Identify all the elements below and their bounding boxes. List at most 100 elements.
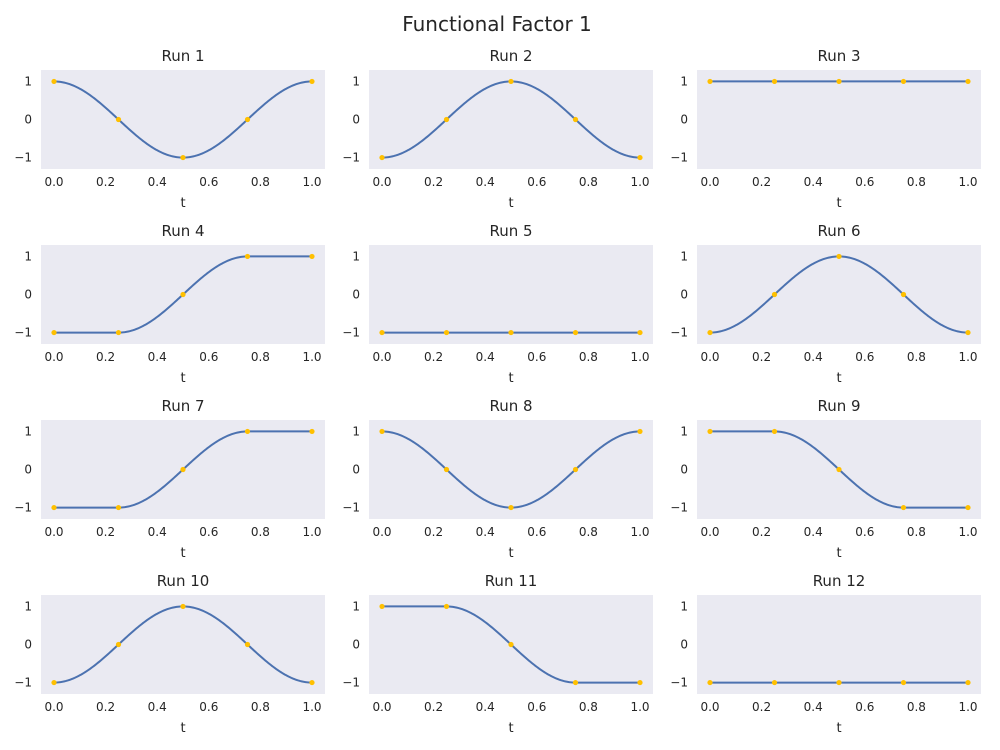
data-point — [637, 329, 643, 336]
data-point — [51, 504, 57, 511]
x-tick-label: 0.4 — [148, 525, 167, 539]
data-point — [707, 428, 713, 435]
x-tick-label: 1.0 — [630, 175, 649, 189]
data-point — [309, 253, 315, 260]
data-point — [965, 504, 971, 511]
figure-title: Functional Factor 1 — [402, 12, 592, 36]
data-point — [965, 78, 971, 85]
subplot-title: Run 9 — [817, 397, 860, 415]
x-tick-label: 0.2 — [424, 350, 443, 364]
x-axis-label: t — [836, 546, 841, 561]
data-point — [115, 329, 122, 336]
subplot-run-8: Run 8 0.0 0.2 0.4 0.6 0.8 1.0 1 0 −1 t — [342, 397, 653, 561]
y-tick-label: −1 — [342, 501, 360, 515]
x-tick-label: 1.0 — [630, 700, 649, 714]
plot-area — [369, 70, 653, 169]
data-point — [115, 641, 122, 648]
y-tick-label: 0 — [352, 638, 360, 652]
data-point — [309, 679, 315, 686]
y-tick-label: 0 — [680, 113, 688, 127]
data-point — [443, 466, 450, 473]
x-tick-label: 0.6 — [527, 175, 546, 189]
data-point — [379, 603, 385, 610]
data-point — [309, 428, 315, 435]
data-point — [771, 78, 778, 85]
subplot-title: Run 4 — [161, 222, 204, 240]
x-tick-label: 0.8 — [907, 525, 926, 539]
data-point — [51, 679, 57, 686]
data-point — [707, 78, 713, 85]
y-tick-label: 0 — [680, 463, 688, 477]
x-tick-label: 0.0 — [44, 700, 63, 714]
data-point — [637, 679, 643, 686]
x-tick-label: 0.4 — [476, 350, 495, 364]
data-point — [771, 679, 778, 686]
data-point — [244, 116, 251, 123]
y-tick-label: 1 — [352, 249, 360, 263]
data-point — [379, 154, 385, 161]
y-tick-label: 1 — [352, 74, 360, 88]
x-tick-label: 0.0 — [700, 525, 719, 539]
x-tick-label: 0.8 — [251, 350, 270, 364]
data-point — [572, 116, 579, 123]
y-tick-label: −1 — [670, 676, 688, 690]
x-tick-label: 0.8 — [579, 350, 598, 364]
x-axis-label: t — [836, 196, 841, 211]
data-point — [51, 329, 57, 336]
subplot-title: Run 11 — [485, 572, 538, 590]
y-tick-label: 1 — [352, 599, 360, 613]
data-point — [244, 253, 251, 260]
x-tick-label: 0.2 — [96, 350, 115, 364]
data-point — [572, 679, 579, 686]
x-tick-label: 0.6 — [855, 525, 874, 539]
data-point — [180, 603, 186, 610]
subplot-title: Run 10 — [157, 572, 210, 590]
x-axis-label: t — [180, 196, 185, 211]
subplot-run-1: Run 1 0.0 0.2 0.4 0.6 0.8 1.0 1 0 −1 t — [14, 47, 325, 211]
data-point — [244, 641, 251, 648]
data-point — [900, 78, 907, 85]
data-point — [508, 641, 514, 648]
y-tick-label: −1 — [14, 151, 32, 165]
x-tick-label: 0.8 — [251, 700, 270, 714]
data-point — [51, 78, 57, 85]
data-point — [707, 329, 713, 336]
subplot-run-5: Run 5 0.0 0.2 0.4 0.6 0.8 1.0 1 0 −1 t — [342, 222, 653, 386]
x-tick-label: 0.8 — [907, 175, 926, 189]
x-tick-label: 0.0 — [700, 175, 719, 189]
y-tick-label: 0 — [24, 638, 32, 652]
plot-area — [697, 245, 981, 344]
x-tick-label: 0.8 — [579, 700, 598, 714]
subplot-title: Run 8 — [489, 397, 532, 415]
data-point — [115, 116, 122, 123]
x-tick-label: 0.6 — [855, 700, 874, 714]
y-tick-label: 0 — [352, 113, 360, 127]
x-tick-label: 1.0 — [302, 700, 321, 714]
data-point — [836, 253, 842, 260]
subplot-run-7: Run 7 0.0 0.2 0.4 0.6 0.8 1.0 1 0 −1 t — [14, 397, 325, 561]
x-tick-label: 0.4 — [804, 700, 823, 714]
data-point — [771, 428, 778, 435]
x-tick-label: 0.8 — [579, 525, 598, 539]
data-point — [443, 329, 450, 336]
x-tick-label: 1.0 — [958, 525, 977, 539]
data-point — [309, 78, 315, 85]
data-point — [508, 78, 514, 85]
x-axis-label: t — [508, 196, 513, 211]
x-tick-label: 0.4 — [804, 350, 823, 364]
data-point — [180, 154, 186, 161]
y-tick-label: 0 — [352, 288, 360, 302]
x-tick-label: 1.0 — [630, 350, 649, 364]
x-tick-label: 0.6 — [855, 175, 874, 189]
y-tick-label: 0 — [352, 463, 360, 477]
subplot-run-6: Run 6 0.0 0.2 0.4 0.6 0.8 1.0 1 0 −1 t — [670, 222, 981, 386]
data-point — [572, 329, 579, 336]
y-tick-label: 1 — [24, 599, 32, 613]
x-tick-label: 0.2 — [752, 525, 771, 539]
x-tick-label: 0.0 — [700, 350, 719, 364]
data-point — [379, 329, 385, 336]
subplot-run-11: Run 11 0.0 0.2 0.4 0.6 0.8 1.0 1 0 −1 t — [342, 572, 653, 736]
x-tick-label: 0.6 — [527, 700, 546, 714]
y-tick-label: 1 — [680, 74, 688, 88]
x-tick-label: 0.0 — [372, 350, 391, 364]
